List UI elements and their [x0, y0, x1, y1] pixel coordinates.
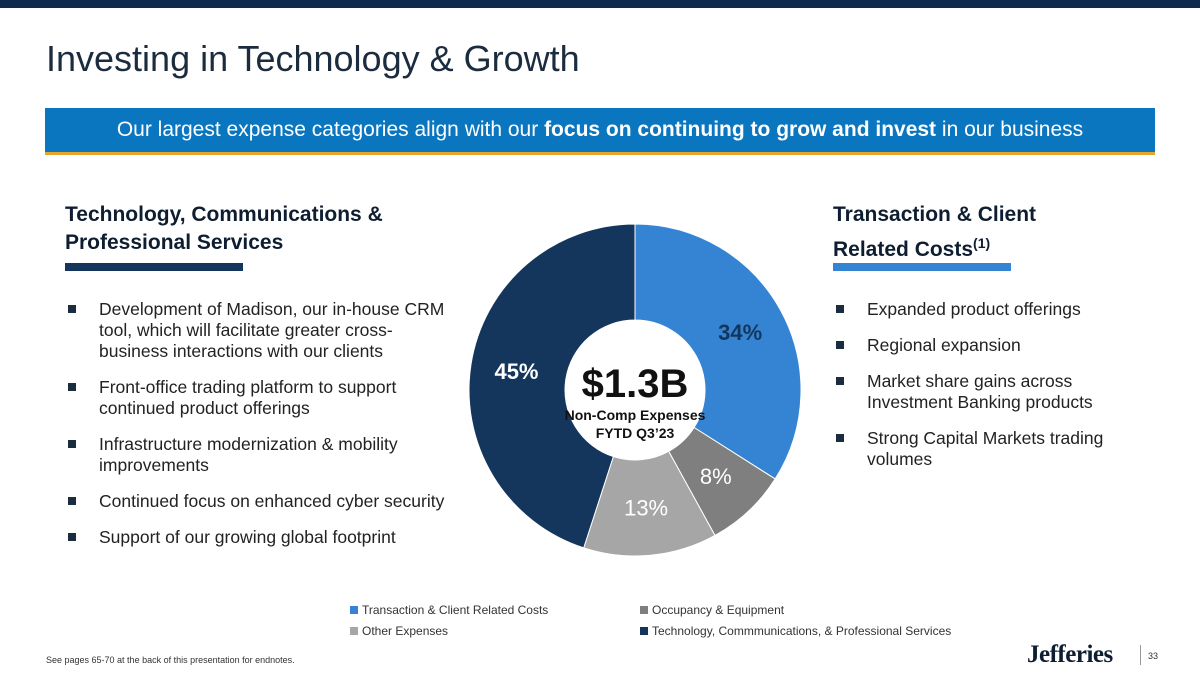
- slice-data-label: 13%: [624, 495, 668, 520]
- bullet-item: Development of Madison, our in-house CRM…: [65, 299, 445, 362]
- bullet-text: Continued focus on enhanced cyber securi…: [99, 491, 445, 511]
- left-section-title: Technology, Communications & Professiona…: [65, 201, 383, 257]
- footnote: See pages 65-70 at the back of this pres…: [46, 655, 295, 665]
- bullet-square-icon: [836, 434, 844, 442]
- right-title-line1: Transaction & Client: [833, 203, 1037, 226]
- legend-swatch: [350, 627, 358, 635]
- message-banner: Our largest expense categories align wit…: [45, 108, 1155, 155]
- banner-text-post: in our business: [936, 118, 1084, 141]
- bullet-text: Development of Madison, our in-house CRM…: [99, 299, 445, 361]
- page-title: Investing in Technology & Growth: [46, 38, 580, 79]
- legend-item-transaction: Transaction & Client Related Costs: [350, 603, 548, 617]
- banner-text-pre: Our largest expense categories align wit…: [116, 118, 545, 141]
- banner-text-bold: focus on continuing to grow and invest: [544, 118, 937, 141]
- center-label-line1: Non-Comp Expenses: [564, 407, 706, 423]
- bullet-text: Infrastructure modernization & mobility …: [99, 434, 398, 475]
- legend-label: Other Expenses: [362, 624, 449, 638]
- right-bullet-list: Expanded product offerings Regional expan…: [833, 299, 1133, 485]
- expense-donut-chart: 34% 8% 13% 45%: [468, 223, 802, 557]
- bullet-item: Infrastructure modernization & mobility …: [65, 434, 445, 476]
- bullet-item: Front-office trading platform to support…: [65, 377, 445, 419]
- legend-item-other: Other Expenses: [350, 624, 448, 638]
- legend-label: Technology, Commmunications, & Professio…: [652, 624, 952, 638]
- logo-divider: [1140, 645, 1141, 665]
- bullet-text: Strong Capital Markets trading volumes: [867, 428, 1104, 469]
- center-label-line2: FYTD Q3’23: [595, 425, 675, 441]
- bullet-text: Front-office trading platform to support…: [99, 377, 397, 418]
- bullet-square-icon: [68, 497, 76, 505]
- bullet-square-icon: [68, 440, 76, 448]
- slice-data-label: 34%: [718, 320, 762, 345]
- bullet-text: Support of our growing global footprint: [99, 527, 396, 547]
- legend-swatch: [640, 627, 648, 635]
- bullet-item: Regional expansion: [833, 335, 1133, 356]
- legend-label: Transaction & Client Related Costs: [362, 603, 549, 617]
- bullet-item: Continued focus on enhanced cyber securi…: [65, 491, 445, 512]
- legend-item-technology: Technology, Commmunications, & Professio…: [640, 624, 951, 638]
- right-title-line2: Related Costs(1): [833, 235, 991, 261]
- total-value: $1.3B: [581, 362, 689, 406]
- slice-data-label: 8%: [700, 464, 732, 489]
- bullet-square-icon: [68, 305, 76, 313]
- right-section-bar: [833, 263, 1011, 271]
- left-title-line1: Technology, Communications &: [65, 203, 383, 226]
- left-bullet-list: Development of Madison, our in-house CRM…: [65, 299, 445, 563]
- bullet-square-icon: [836, 377, 844, 385]
- page-number: 33: [1148, 651, 1159, 661]
- bullet-item: Market share gains across Investment Ban…: [833, 371, 1133, 413]
- legend-item-occupancy: Occupancy & Equipment: [640, 603, 784, 617]
- bullet-item: Support of our growing global footprint: [65, 527, 445, 548]
- left-title-line2: Professional Services: [65, 231, 284, 254]
- slice-data-label: 45%: [494, 359, 538, 384]
- jefferies-logo: Jefferies: [1027, 641, 1113, 668]
- donut-hole: [565, 320, 705, 460]
- bullet-item: Strong Capital Markets trading volumes: [833, 428, 1133, 470]
- bullet-square-icon: [836, 341, 844, 349]
- bullet-item: Expanded product offerings: [833, 299, 1133, 320]
- bullet-square-icon: [68, 383, 76, 391]
- bullet-square-icon: [836, 305, 844, 313]
- bullet-square-icon: [68, 533, 76, 541]
- top-accent-bar: [0, 0, 1200, 8]
- bullet-text: Expanded product offerings: [867, 299, 1081, 319]
- legend-swatch: [640, 606, 648, 614]
- donut-center-label: $1.3B Non-Comp Expenses FYTD Q3’23: [560, 362, 710, 442]
- legend-swatch: [350, 606, 358, 614]
- legend-label: Occupancy & Equipment: [652, 603, 785, 617]
- right-section-title: Transaction & Client Related Costs(1): [833, 201, 1036, 264]
- bullet-text: Market share gains across Investment Ban…: [867, 371, 1093, 412]
- left-section-bar: [65, 263, 243, 271]
- footnote-ref: (1): [973, 235, 991, 251]
- bullet-text: Regional expansion: [867, 335, 1021, 355]
